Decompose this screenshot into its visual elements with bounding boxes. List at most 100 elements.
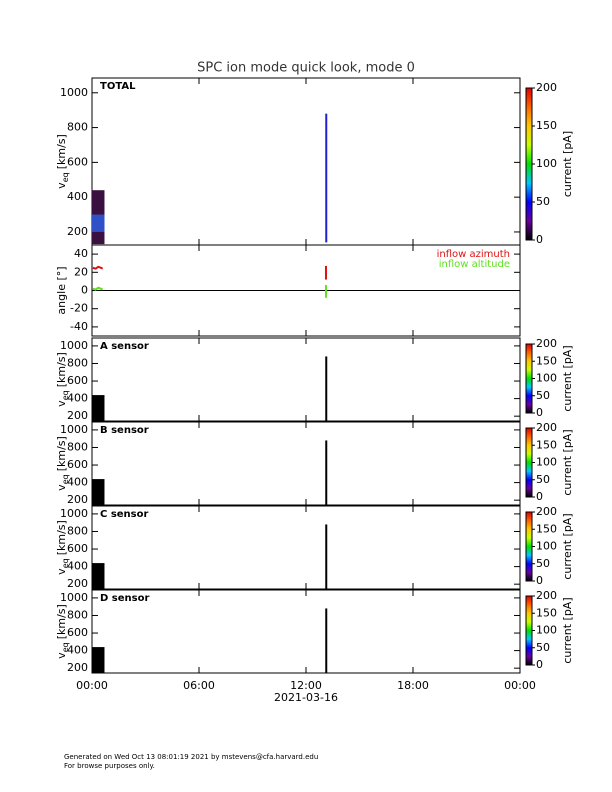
colorbar-label: current [pA] [561, 513, 574, 579]
y-label-sub: eq [61, 642, 70, 652]
colorbar [525, 511, 533, 582]
y-tick-label: 200 [67, 493, 88, 506]
colorbar-tick-label: 50 [536, 389, 550, 402]
colorbar [525, 343, 533, 414]
footer-line: For browse purposes only. [64, 762, 155, 770]
y-tick-label: 40 [74, 247, 88, 260]
colorbar-tick-label: 50 [536, 557, 550, 570]
colorbar-tick-label: 50 [536, 195, 550, 208]
y-label-unit: [km/s] [55, 520, 68, 555]
colorbar-tick-label: 200 [536, 81, 557, 94]
y-tick-label: 800 [67, 440, 88, 453]
series-line [92, 286, 104, 291]
y-axis-label: veq [km/s] [55, 352, 70, 407]
colorbar-tick-label: 200 [536, 337, 557, 350]
y-tick-label: 600 [67, 155, 88, 168]
y-tick-label: 400 [67, 560, 88, 573]
y-tick-label: 200 [67, 225, 88, 238]
plot-frame [91, 77, 521, 246]
x-tick-label: 06:00 [183, 679, 215, 692]
x-axis-label: 2021-03-16 [274, 691, 338, 704]
spectrogram-block [325, 113, 328, 243]
y-label-main: v [55, 568, 68, 575]
spectrogram-block [325, 608, 328, 673]
y-tick-label: -40 [70, 320, 88, 333]
y-axis-label: veq [km/s] [55, 604, 70, 659]
y-tick-label: 200 [67, 661, 88, 674]
plot-frame [91, 421, 521, 506]
y-tick-label: 400 [67, 190, 88, 203]
colorbar-tick-label: 100 [536, 456, 557, 469]
spectrogram-block [92, 647, 105, 673]
colorbar-tick-label: 100 [536, 372, 557, 385]
y-tick-label: 400 [67, 644, 88, 657]
colorbar-label: current [pA] [561, 131, 574, 197]
plot-frame [91, 337, 521, 422]
spectrogram-block [92, 479, 105, 505]
y-label-sub: eq [61, 390, 70, 400]
y-tick-label: 800 [67, 524, 88, 537]
colorbar-tick-label: 200 [536, 421, 557, 434]
spectrogram-block [92, 214, 105, 232]
y-tick-label: 200 [67, 409, 88, 422]
colorbar-tick-label: 0 [536, 233, 543, 246]
colorbar-tick-label: 150 [536, 606, 557, 619]
spectrogram-block [92, 563, 105, 589]
y-tick-label: 1000 [60, 423, 88, 436]
y-tick-label: 400 [67, 392, 88, 405]
y-label-main: v [55, 400, 68, 407]
colorbar-tick-label: 200 [536, 589, 557, 602]
colorbar-tick-label: 0 [536, 490, 543, 503]
spectrogram-block [325, 440, 328, 505]
y-tick-label: 800 [67, 608, 88, 621]
spectrogram-block [325, 524, 328, 589]
x-tick-label: 00:00 [504, 679, 536, 692]
colorbar-tick-label: 50 [536, 473, 550, 486]
y-axis-label: veq [km/s] [55, 436, 70, 491]
y-axis-label: veq [km/s] [55, 134, 70, 189]
y-tick-label: 200 [67, 577, 88, 590]
panel-label: TOTAL [100, 81, 136, 92]
colorbar-tick-label: 0 [536, 658, 543, 671]
x-tick-label: 12:00 [290, 679, 322, 692]
panel-label: A sensor [100, 341, 149, 352]
legend-entry: inflow altitude [439, 259, 510, 270]
y-tick-label: 1000 [60, 507, 88, 520]
y-tick-label: 0 [81, 284, 88, 297]
spectrogram-block [325, 356, 328, 421]
y-label-unit: [km/s] [55, 436, 68, 471]
colorbar [525, 87, 533, 241]
legend-entry: inflow azimuth [437, 249, 510, 260]
colorbar-tick-label: 150 [536, 438, 557, 451]
y-tick-label: 400 [67, 476, 88, 489]
y-axis-label: veq [km/s] [55, 520, 70, 575]
colorbar [525, 595, 533, 666]
y-label-main: v [55, 484, 68, 491]
colorbar [525, 427, 533, 498]
colorbar-tick-label: 100 [536, 540, 557, 553]
y-tick-label: 600 [67, 458, 88, 471]
y-label-main: v [55, 652, 68, 659]
y-axis-label: angle [°] [55, 266, 68, 314]
colorbar-tick-label: 150 [536, 119, 557, 132]
y-label-main: angle [°] [55, 266, 68, 314]
y-tick-label: 800 [67, 356, 88, 369]
colorbar-label: current [pA] [561, 597, 574, 663]
spectrogram-block [92, 395, 105, 421]
colorbar-tick-label: 100 [536, 157, 557, 170]
panel-label: D sensor [100, 593, 149, 604]
y-tick-label: 1000 [60, 339, 88, 352]
plot-frame [91, 589, 521, 674]
plot-frame [91, 505, 521, 590]
colorbar-label: current [pA] [561, 429, 574, 495]
colorbar-tick-label: 150 [536, 354, 557, 367]
y-label-sub: eq [61, 558, 70, 568]
y-tick-label: 800 [67, 121, 88, 134]
colorbar-tick-label: 200 [536, 505, 557, 518]
colorbar-label: current [pA] [561, 345, 574, 411]
y-label-sub: eq [61, 474, 70, 484]
x-tick-label: 18:00 [397, 679, 429, 692]
y-tick-label: 600 [67, 542, 88, 555]
colorbar-tick-label: 0 [536, 574, 543, 587]
